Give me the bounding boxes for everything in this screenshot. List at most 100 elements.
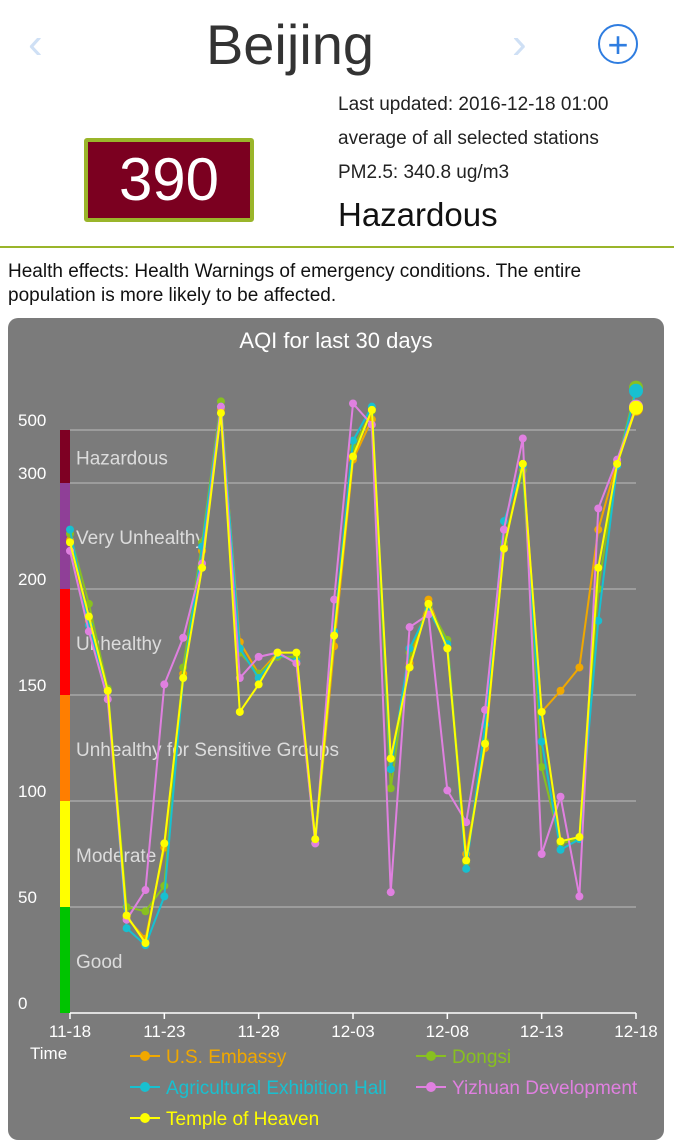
data-point [405,663,414,672]
data-point [613,459,622,468]
data-point [462,864,471,873]
station-scope-text: average of all selected stations [338,128,599,149]
data-point [537,850,546,858]
data-point [499,525,508,534]
aqi-band-unhealthy [60,589,70,695]
data-point [518,459,527,468]
city-title: Beijing [205,13,375,76]
chevron-right-icon: › [512,19,527,68]
data-point [537,707,546,716]
data-point [537,763,546,772]
legend-swatch-dot [426,1082,436,1092]
data-point [537,737,546,746]
legend-swatch-dot [140,1082,150,1092]
x-tick-label: 11-28 [238,1022,280,1041]
data-point [594,563,603,572]
legend-entry: Dongsi [452,1047,511,1068]
data-point [122,911,131,920]
data-point [141,939,150,948]
band-label: Good [76,952,122,973]
x-axis-label: Time [30,1044,67,1063]
data-point [575,663,584,672]
data-point [556,837,565,846]
plus-circle-icon: + [607,24,629,65]
x-tick-label: 12-03 [331,1022,374,1041]
aqi-chart-panel: AQI for last 30 days Good Moderate Unhealth… [8,318,664,1140]
data-point [254,680,263,689]
legend-swatch-dot [140,1051,150,1061]
data-point [66,525,74,534]
band-label: Very Unhealthy [76,528,205,549]
legend-swatch-dot [426,1051,436,1061]
data-point [141,886,150,895]
y-tick-label: 0 [18,994,27,1013]
aqi-band-good [60,907,70,1013]
aqi-value-badge: 390 [84,138,254,222]
x-tick-label: 12-08 [426,1022,469,1041]
data-point [594,504,603,513]
band-label: Unhealthy for Sensitive Groups [76,740,339,761]
data-point [216,402,225,411]
data-point [518,434,527,443]
data-point [386,754,395,763]
pm25-text: PM2.5: 340.8 ug/m3 [338,162,510,183]
data-point [198,563,207,572]
data-point [292,648,301,657]
x-tick-label: 12-18 [614,1022,657,1041]
x-tick-label: 11-23 [143,1022,185,1041]
data-point [629,383,643,398]
x-tick-label: 12-13 [520,1022,563,1041]
data-point [556,686,565,695]
data-point [330,631,339,640]
data-point [330,595,339,604]
data-point [141,907,150,916]
legend-entry: Yizhuan Development [452,1078,638,1099]
aqi-band-unhealthy-for-sensitive-groups [60,695,70,801]
data-point [84,612,93,621]
add-city-button[interactable]: + [598,24,638,64]
chevron-left-icon: ‹ [28,19,43,68]
aqi-band-hazardous [60,430,70,483]
data-point [235,707,244,716]
next-city-button[interactable]: › [512,22,527,66]
data-point [84,627,93,636]
data-point [575,833,584,842]
y-tick-label: 200 [18,570,46,589]
prev-city-button[interactable]: ‹ [28,22,43,66]
aqi-level-text: Hazardous [338,196,498,233]
band-label: Unhealthy [76,634,162,655]
data-point [424,599,433,608]
data-point [499,544,508,553]
data-point [443,644,452,653]
data-point [462,818,471,827]
data-point [66,538,74,547]
data-point [443,786,452,795]
legend-entry: Agricultural Exhibition Hall [166,1078,387,1099]
last-updated-text: Last updated: 2016-12-18 01:00 [338,94,609,115]
data-point [405,623,414,632]
data-point [216,409,225,418]
legend-swatch-dot [140,1113,150,1123]
data-point [481,705,490,714]
band-label: Hazardous [76,449,168,470]
legend-entry: Temple of Heaven [166,1109,319,1130]
data-point [575,892,584,901]
data-point [367,405,376,414]
chart-title: AQI for last 30 days [239,328,432,353]
data-point [349,399,357,408]
data-point [179,674,188,683]
band-label: Moderate [76,846,156,867]
data-point [556,845,565,854]
data-point [349,452,357,461]
data-point [179,633,188,642]
y-tick-label: 500 [18,411,46,430]
data-point [594,616,603,625]
aqi-band-very-unhealthy [60,483,70,589]
y-tick-label: 100 [18,782,46,801]
data-point [273,648,282,657]
data-point [254,652,263,661]
data-point [160,839,169,848]
data-point [386,888,395,897]
y-tick-label: 300 [18,464,46,483]
data-point [556,792,565,801]
